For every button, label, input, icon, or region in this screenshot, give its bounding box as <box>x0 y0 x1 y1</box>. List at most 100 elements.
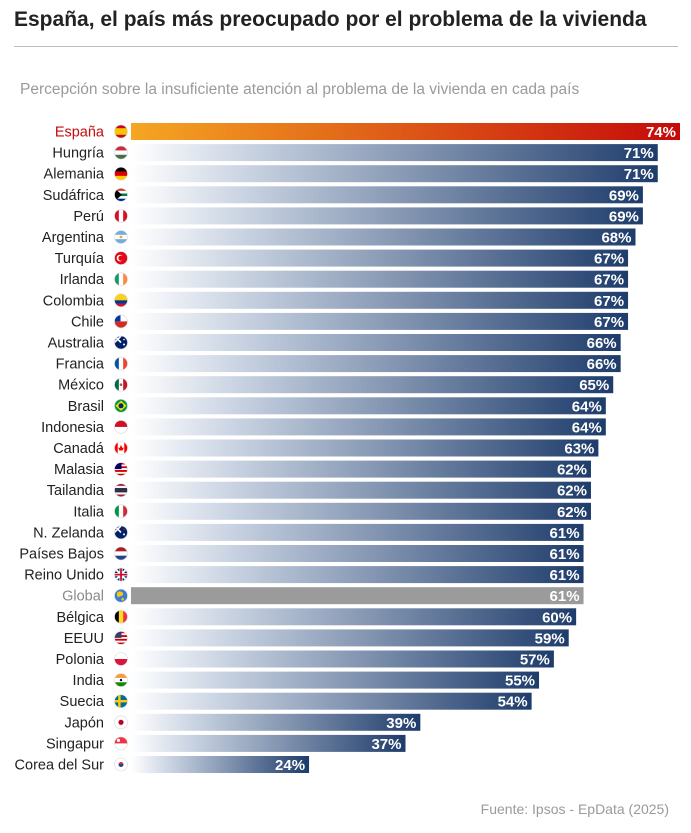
flag-ireland-icon <box>114 272 128 286</box>
category-label: Japón <box>64 715 104 731</box>
bar <box>131 165 658 183</box>
category-label: Brasil <box>68 399 104 415</box>
category-label: Chile <box>71 314 104 330</box>
bar <box>131 629 569 647</box>
flag-poland-icon <box>114 652 128 666</box>
bar <box>131 650 554 668</box>
category-label: Suecia <box>60 694 105 710</box>
category-label: Reino Unido <box>24 568 104 584</box>
value-label: 55% <box>505 673 535 690</box>
bar <box>131 312 629 330</box>
bar <box>131 608 577 626</box>
flag-south-korea-icon <box>114 758 128 771</box>
bar <box>131 756 310 773</box>
value-label: 57% <box>520 652 550 669</box>
flag-spain-icon <box>114 125 128 138</box>
category-label: Argentina <box>42 230 105 246</box>
globe-icon <box>114 589 128 603</box>
value-label: 66% <box>587 356 617 373</box>
flag-singapore-icon <box>114 736 128 750</box>
category-label: Corea del Sur <box>15 758 105 774</box>
bar <box>131 671 540 689</box>
bar <box>131 545 584 562</box>
category-label: N. Zelanda <box>33 525 105 541</box>
value-label: 61% <box>550 567 580 584</box>
bar <box>131 439 599 457</box>
flag-brazil-icon <box>114 399 128 413</box>
flag-malaysia-icon <box>114 462 128 476</box>
value-label: 67% <box>594 293 624 310</box>
value-label: 61% <box>550 546 580 563</box>
bar <box>131 249 629 267</box>
category-label: Colombia <box>43 293 105 309</box>
bar <box>131 734 406 752</box>
bar <box>131 228 636 246</box>
category-label: México <box>58 378 104 394</box>
bar-global <box>131 587 584 605</box>
bar <box>131 481 591 499</box>
category-label: Italia <box>73 504 105 520</box>
flag-usa-icon <box>114 631 128 645</box>
value-label: 37% <box>371 736 401 753</box>
value-label: 39% <box>386 715 416 732</box>
category-label: Irlanda <box>60 272 105 288</box>
category-label: Malasia <box>54 462 105 478</box>
bar-highlight <box>131 123 680 140</box>
bar <box>131 207 643 225</box>
value-label: 66% <box>587 335 617 352</box>
category-label: Canadá <box>53 441 105 457</box>
bar <box>131 186 643 204</box>
flag-india-icon <box>114 673 128 687</box>
flag-sweden-icon <box>114 694 128 708</box>
category-label: Sudáfrica <box>43 188 105 204</box>
title-divider <box>14 46 678 47</box>
flag-south-africa-icon <box>114 188 128 202</box>
category-label: España <box>55 125 105 141</box>
value-label: 69% <box>609 187 639 204</box>
flag-thailand-icon <box>114 483 128 497</box>
category-label: Francia <box>56 357 105 373</box>
value-label: 59% <box>535 630 565 647</box>
value-label: 54% <box>498 694 528 711</box>
category-label: Indonesia <box>41 420 105 436</box>
value-label: 63% <box>564 441 594 458</box>
flag-italy-icon <box>114 504 128 518</box>
bar <box>131 291 629 309</box>
value-label: 67% <box>594 314 624 331</box>
flag-japan-icon <box>114 715 128 729</box>
category-label: Alemania <box>44 167 105 183</box>
flag-netherlands-icon <box>114 547 128 560</box>
value-label: 24% <box>275 757 305 774</box>
flag-united-kingdom-icon <box>114 568 128 582</box>
bar <box>131 397 606 415</box>
source-note: Fuente: Ipsos - EpData (2025) <box>480 801 669 817</box>
value-label: 61% <box>550 588 580 605</box>
bar <box>131 418 606 436</box>
category-label: Tailandia <box>47 483 105 499</box>
value-label: 61% <box>550 525 580 542</box>
category-label: Hungría <box>52 146 105 162</box>
category-label: Turquía <box>55 251 105 267</box>
bar <box>131 355 621 373</box>
flag-chile-icon <box>114 314 128 328</box>
category-label: Global <box>62 589 104 605</box>
bar <box>131 376 614 394</box>
flag-colombia-icon <box>114 293 128 307</box>
flag-france-icon <box>114 357 128 371</box>
flag-peru-icon <box>114 209 128 223</box>
value-label: 64% <box>572 398 602 415</box>
flag-hungary-icon <box>114 146 128 160</box>
value-label: 68% <box>601 230 631 247</box>
flag-belgium-icon <box>114 610 128 624</box>
value-label: 60% <box>542 609 572 626</box>
flag-australia-icon <box>114 336 128 349</box>
category-label: Bélgica <box>56 610 104 626</box>
chart-title: España, el país más preocupado por el pr… <box>14 8 647 31</box>
flag-argentina-icon <box>114 230 128 244</box>
category-label: Países Bajos <box>19 547 104 563</box>
category-label: Perú <box>73 209 104 225</box>
value-label: 62% <box>557 462 587 479</box>
value-label: 62% <box>557 483 587 500</box>
flag-indonesia-icon <box>114 420 128 434</box>
